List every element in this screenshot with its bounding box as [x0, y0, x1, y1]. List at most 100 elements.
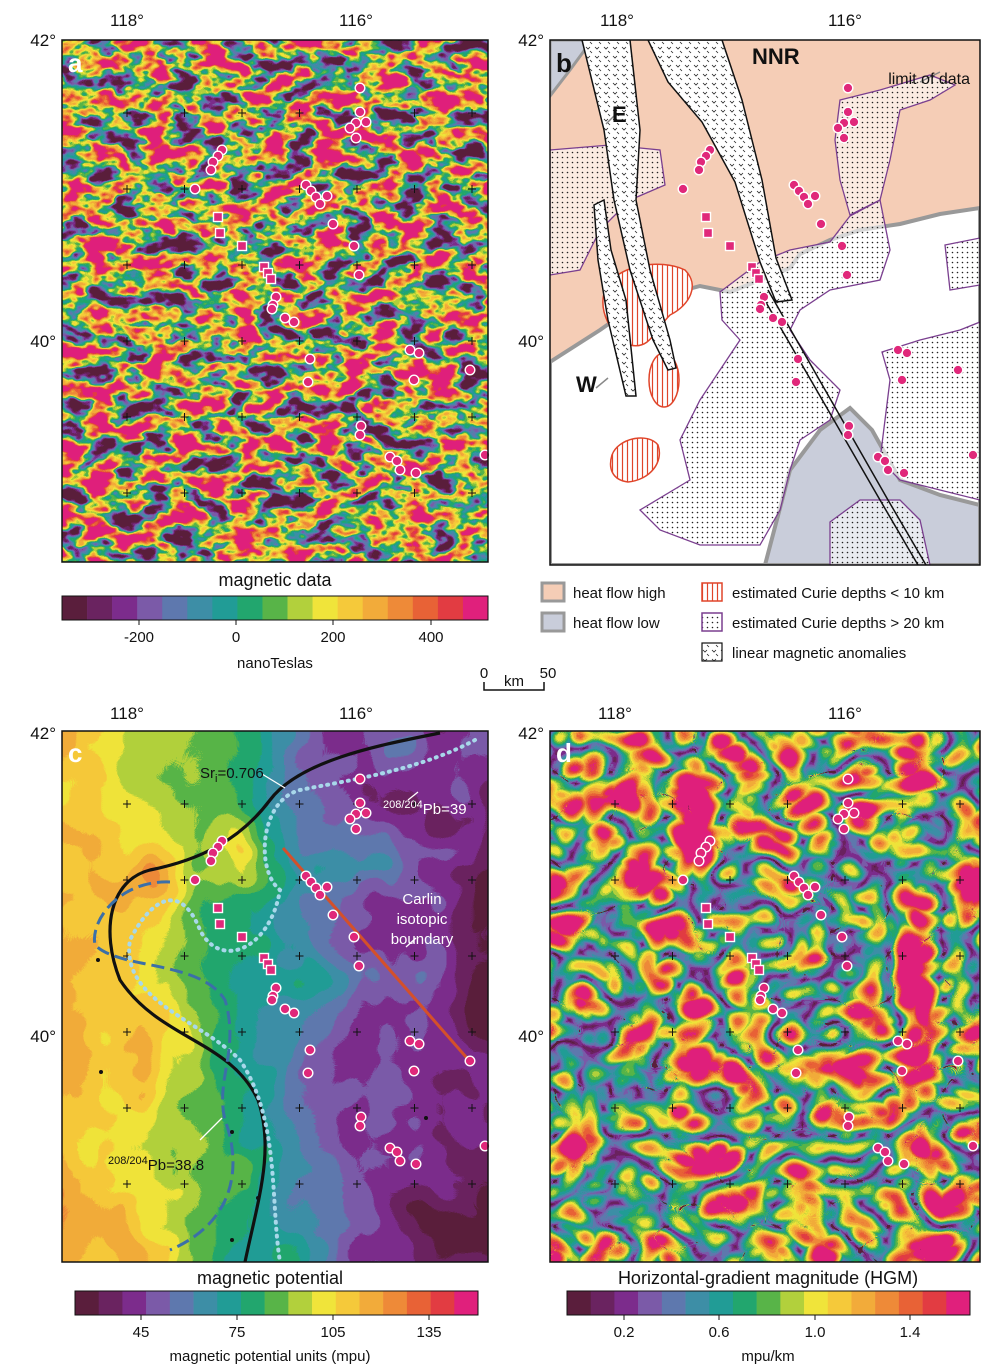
annotation-part: =0.706 [217, 765, 263, 782]
colorbar-cell [662, 1291, 686, 1315]
lat-label: 42° [518, 724, 544, 743]
lat-label: 42° [30, 31, 56, 50]
annotation-part: 208/204 [383, 799, 423, 811]
colorbar-cell [359, 1291, 383, 1315]
colorbar-cell [709, 1291, 733, 1315]
colorbar-tick-label: 105 [320, 1324, 345, 1341]
colorbar-cell [591, 1291, 615, 1315]
colorbar-cell [99, 1291, 123, 1315]
lon-label: 116° [339, 11, 373, 30]
colorbar-cell [463, 596, 488, 620]
colorbar-tick-label: 0 [232, 629, 240, 646]
annotation-part: Pb=39 [423, 801, 467, 818]
colorbar-tick-label: 1.0 [805, 1324, 826, 1341]
legend-label: heat flow high [573, 585, 666, 602]
legend-label: heat flow low [573, 615, 660, 632]
annotation-part: 208/204 [108, 1155, 148, 1167]
lat-label: 42° [30, 724, 56, 743]
colorbar-unit: nanoTeslas [237, 655, 313, 672]
colorbar-unit: mpu/km [741, 1348, 794, 1365]
colorbar-cell [338, 596, 363, 620]
lat-label: 40° [30, 332, 56, 351]
lon-label: 116° [828, 11, 862, 30]
colorbar-cell [237, 596, 262, 620]
colorbar-cell [288, 1291, 312, 1315]
legend-label: estimated Curie depths < 10 km [732, 585, 944, 602]
colorbar-cell [217, 1291, 241, 1315]
colorbar-cell [241, 1291, 265, 1315]
colorbar-cell [262, 596, 287, 620]
colorbar-cell [686, 1291, 710, 1315]
annotation-part: Pb=38.8 [148, 1157, 204, 1174]
panel-title: magnetic data [218, 570, 332, 590]
colorbar-cell [804, 1291, 828, 1315]
annotation: isotopic [397, 911, 448, 928]
colorbar-cell [122, 1291, 146, 1315]
colorbar-cell [413, 596, 438, 620]
panel-letter: a [68, 48, 83, 78]
colorbar-cell [614, 1291, 638, 1315]
colorbar-cell [312, 1291, 336, 1315]
lon-label: 118° [110, 11, 144, 30]
colorbar-cell [851, 1291, 875, 1315]
scale-label: km [504, 673, 524, 690]
colorbar-cell [454, 1291, 478, 1315]
colorbar-cell [431, 1291, 455, 1315]
colorbar-cell [438, 596, 463, 620]
colorbar-cell [875, 1291, 899, 1315]
colorbar-cell [757, 1291, 781, 1315]
colorbar-tick-label: 0.2 [614, 1324, 635, 1341]
panel-c: c Sri=0.706 208/204Pb=39 Carlin isotopic… [30, 704, 490, 1365]
annotation: E [612, 102, 627, 127]
colorbar-unit: magnetic potential units (mpu) [170, 1348, 371, 1365]
legend-swatch [702, 613, 722, 631]
colorbar-cell [194, 1291, 218, 1315]
colorbar-tick-label: 135 [416, 1324, 441, 1341]
colorbar-cell [288, 596, 313, 620]
annotation-part: Sr [200, 765, 215, 782]
colorbar-cell [388, 596, 413, 620]
panel-letter: b [556, 48, 572, 78]
colorbar-tick-label: -200 [124, 629, 154, 646]
lon-label: 116° [828, 704, 862, 723]
lon-label: 118° [600, 11, 634, 30]
colorbar-cell [828, 1291, 852, 1315]
colorbar-cell [137, 596, 162, 620]
legend-swatch [542, 583, 564, 601]
colorbar-cell [212, 596, 237, 620]
annotation: limit of data [888, 71, 970, 88]
colorbar-cell [162, 596, 187, 620]
colorbar-cell [638, 1291, 662, 1315]
colorbar-cell [363, 596, 388, 620]
colorbar-cell [313, 596, 338, 620]
panel-title: Horizontal-gradient magnitude (HGM) [618, 1268, 918, 1288]
colorbar-tick-label: 1.4 [900, 1324, 921, 1341]
colorbar-cell [946, 1291, 970, 1315]
lon-label: 118° [110, 704, 144, 723]
colorbar-cell [187, 596, 212, 620]
colorbar-cell [567, 1291, 591, 1315]
legend-swatch [542, 613, 564, 631]
colorbar-cell [265, 1291, 289, 1315]
colorbar-cell [899, 1291, 923, 1315]
colorbar-tick-label: 75 [229, 1324, 246, 1341]
colorbar-tick-label: 0.6 [709, 1324, 730, 1341]
lat-label: 42° [518, 31, 544, 50]
scale-bar: 0 km 50 [480, 665, 557, 690]
colorbar-tick-label: 45 [133, 1324, 150, 1341]
colorbar-cell [146, 1291, 170, 1315]
lon-label: 116° [339, 704, 373, 723]
annotation: boundary [391, 931, 454, 948]
legend-label: estimated Curie depths > 20 km [732, 615, 944, 632]
colorbar-cell [923, 1291, 947, 1315]
colorbar-tick-label: 400 [418, 629, 443, 646]
scale-label: 50 [540, 665, 557, 682]
lat-label: 40° [518, 1027, 544, 1046]
colorbar-cell [62, 596, 87, 620]
legend: heat flow high heat flow low estimated C… [542, 583, 944, 662]
scale-label: 0 [480, 665, 488, 682]
panel-title: magnetic potential [197, 1268, 343, 1288]
colorbar-cell [780, 1291, 804, 1315]
figure: a 118° 116° 42° 40° magnetic data -200 0 2… [0, 0, 988, 1367]
